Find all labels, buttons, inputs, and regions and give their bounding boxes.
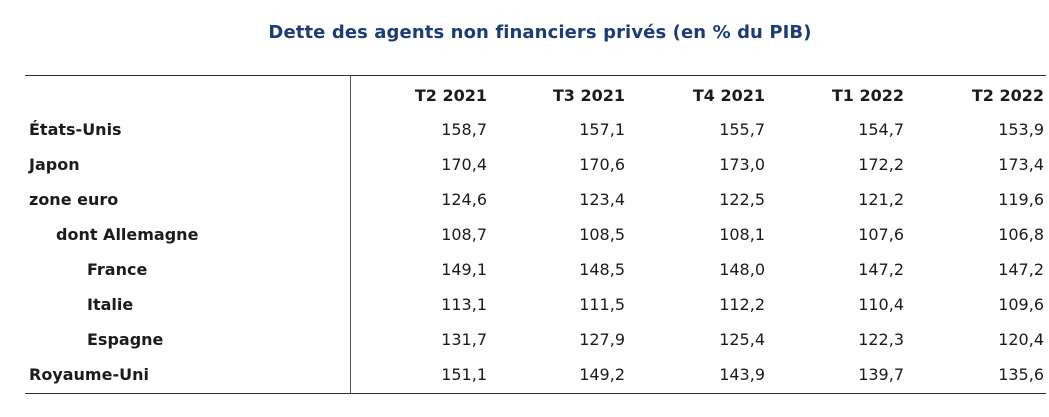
column-divider [350,76,351,393]
table-cell: 149,1 [441,260,487,279]
table-cell: 153,9 [998,120,1044,139]
column-header: T1 2022 [831,86,904,105]
table-cell: 157,1 [579,120,625,139]
table-cell: 151,1 [441,365,487,384]
table-cell: 122,3 [858,330,904,349]
table-cell: 108,5 [579,225,625,244]
row-label: zone euro [29,190,119,209]
row-label: Japon [29,155,80,174]
table-cell: 107,6 [858,225,904,244]
row-label: Royaume-Uni [29,365,149,384]
table-cell: 149,2 [579,365,625,384]
row-label: dont Allemagne [56,225,199,244]
table-cell: 110,4 [858,295,904,314]
table-cell: 173,0 [719,155,765,174]
column-header: T3 2021 [552,86,625,105]
table-cell: 135,6 [998,365,1044,384]
table-cell: 124,6 [441,190,487,209]
row-label: Italie [87,295,134,314]
table-title: Dette des agents non financiers privés (… [268,22,812,43]
table-cell: 108,7 [441,225,487,244]
table-cell: 112,2 [719,295,765,314]
table-cell: 154,7 [858,120,904,139]
table-cell: 113,1 [441,295,487,314]
column-header: T4 2021 [692,86,765,105]
column-header: T2 2022 [971,86,1044,105]
table-cell: 131,7 [441,330,487,349]
table-cell: 119,6 [998,190,1044,209]
table-cell: 109,6 [998,295,1044,314]
table-cell: 147,2 [998,260,1044,279]
table-cell: 143,9 [719,365,765,384]
table-cell: 108,1 [719,225,765,244]
table-cell: 123,4 [579,190,625,209]
table-cell: 120,4 [998,330,1044,349]
table-cell: 139,7 [858,365,904,384]
table-cell: 155,7 [719,120,765,139]
table-cell: 125,4 [719,330,765,349]
table-cell: 148,5 [579,260,625,279]
table-cell: 173,4 [998,155,1044,174]
row-label: Espagne [87,330,164,349]
row-label: France [87,260,148,279]
table-cell: 170,6 [579,155,625,174]
data-table: T2 2021 T3 2021 T4 2021 T1 2022 T2 2022 États… [25,75,1046,394]
table-cell: 172,2 [858,155,904,174]
column-header: T2 2021 [414,86,487,105]
table-cell: 122,5 [719,190,765,209]
table-cell: 111,5 [579,295,625,314]
table-cell: 127,9 [579,330,625,349]
table-cell: 148,0 [719,260,765,279]
table-cell: 170,4 [441,155,487,174]
table-cell: 147,2 [858,260,904,279]
table-cell: 158,7 [441,120,487,139]
table-cell: 106,8 [998,225,1044,244]
table-cell: 121,2 [858,190,904,209]
row-label: États-Unis [29,120,122,139]
